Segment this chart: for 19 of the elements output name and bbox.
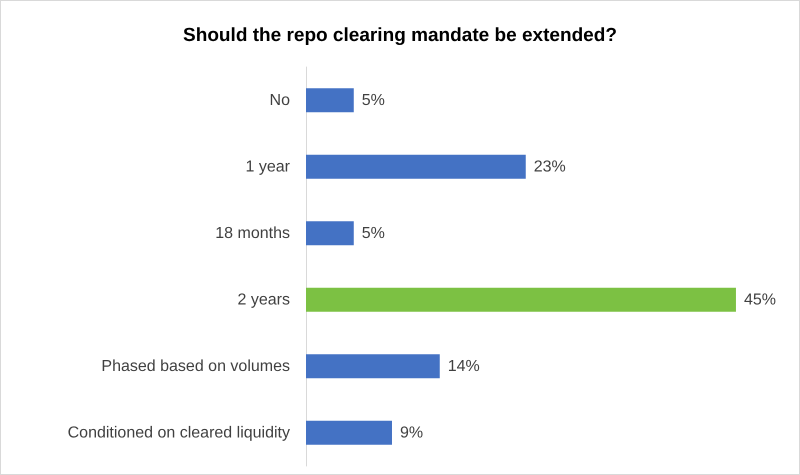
data-label: 5%: [362, 92, 385, 109]
bar: [306, 221, 354, 246]
data-label: 14%: [448, 358, 480, 375]
y-tick-label: No: [270, 92, 290, 109]
bar: [306, 288, 736, 312]
y-tick-label: Phased based on volumes: [101, 358, 290, 375]
bar: [306, 420, 392, 445]
data-label: 5%: [362, 224, 385, 242]
chart-title: Should the repo clearing mandate be extended?: [183, 25, 617, 46]
data-label: 9%: [400, 424, 424, 442]
y-tick-label: 18 months: [215, 224, 290, 242]
data-label: 45%: [744, 291, 776, 308]
y-tick-label: 2 years: [238, 291, 290, 308]
data-label: 23%: [534, 158, 566, 176]
bar: [306, 154, 526, 179]
y-tick-label: Conditioned on cleared liquidity: [68, 424, 290, 442]
bar: [306, 354, 440, 378]
y-tick-label: 1 year: [246, 158, 291, 176]
bar: [306, 88, 354, 112]
